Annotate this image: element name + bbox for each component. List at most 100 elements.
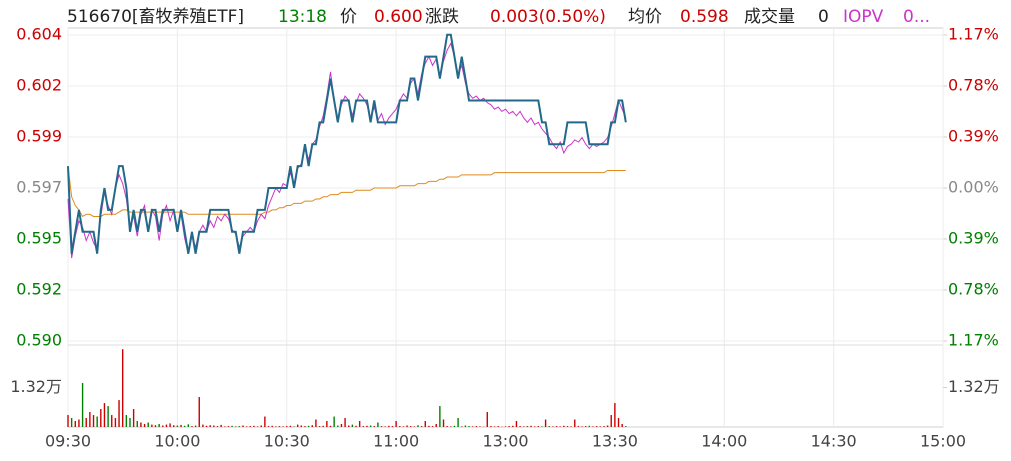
y-tick-label: 0.590 [16, 331, 62, 350]
volume-bar [205, 425, 208, 427]
volume-bar [603, 426, 605, 427]
volume-bar [304, 426, 306, 427]
volume-bar [100, 409, 102, 427]
y2-tick-label: 0.78% [948, 280, 999, 299]
avg-label: 均价 [628, 7, 662, 27]
volume-bar [461, 426, 463, 427]
volume-bar [424, 421, 426, 427]
volume-bar [111, 415, 113, 427]
volume-bar [577, 426, 580, 427]
volume-bar [610, 415, 612, 427]
volume-bar [107, 406, 109, 427]
volume-bar [151, 424, 153, 427]
code-name: 516670[畜牧养殖ETF] [67, 7, 244, 27]
volume-bar [329, 425, 332, 427]
volume-bar [165, 424, 168, 427]
volume-bar [515, 421, 518, 427]
y2-tick-label: 1.17% [948, 25, 999, 44]
volume-bar [286, 426, 288, 427]
volume-bar [559, 426, 561, 427]
change-label: 涨跌 [425, 7, 459, 27]
volume-bar [289, 425, 292, 427]
volume-bar [471, 426, 474, 427]
volume-bar [322, 425, 324, 427]
volume-bar [380, 426, 383, 427]
volume-bar [78, 419, 80, 427]
volume-bar [326, 421, 328, 427]
series-line [67, 42, 627, 259]
volume-bar [377, 422, 379, 427]
volume-tick-label: 1.32万 [10, 377, 62, 396]
volume-bar [552, 426, 554, 427]
x-tick-label: 14:00 [701, 432, 747, 451]
x-tick-label: 11:00 [373, 432, 419, 451]
avg: 0.598 [680, 7, 729, 27]
volume-bar [512, 425, 514, 427]
volume-bar [464, 425, 467, 427]
volume-bar [121, 349, 124, 427]
volume-bar [318, 426, 321, 427]
volume-bar [479, 426, 481, 427]
volume-bar [183, 425, 186, 427]
volume-bar [114, 418, 117, 427]
volume-bar [348, 425, 350, 427]
y-tick-label: 0.592 [16, 280, 62, 299]
volume-bar [70, 418, 73, 427]
volume-bar [450, 426, 452, 427]
volume-bar [625, 426, 627, 427]
volume-bar [391, 426, 394, 427]
volume-bar [198, 397, 200, 427]
volume-bar [410, 426, 412, 427]
iopv-label: IOPV [843, 7, 884, 27]
volume-bar [96, 416, 98, 427]
volume-bar [435, 424, 437, 427]
volume-bar [118, 400, 120, 427]
volume-bar [555, 426, 558, 427]
volume-bar [366, 425, 368, 427]
volume-bar [457, 418, 459, 427]
volume-bar [592, 426, 594, 427]
volume-bar [351, 424, 354, 427]
volume-bar [260, 425, 262, 427]
volume-bar [493, 426, 496, 427]
volume-bar [158, 424, 160, 427]
volume-bar [235, 426, 237, 427]
volume-bar [74, 421, 76, 427]
volume-bar [585, 426, 587, 427]
x-tick-label: 10:00 [154, 432, 200, 451]
volume-bar [574, 419, 576, 427]
volume-bar [245, 426, 248, 427]
volume-bar [187, 424, 190, 427]
volume-bar [526, 426, 529, 427]
volume-bar [333, 416, 335, 427]
volume-bar [369, 425, 372, 427]
volume-bar [355, 425, 357, 427]
volume-bar [154, 425, 157, 427]
volume-bar [125, 415, 128, 427]
volume-bar [373, 426, 375, 427]
volume-bar [417, 425, 419, 427]
volume-bar [617, 418, 620, 427]
volume-bar [428, 425, 430, 427]
volume-bar [504, 426, 507, 427]
volume-bar [475, 426, 478, 427]
volume-bar [275, 426, 277, 427]
volume-bar [530, 425, 532, 427]
volume-bar [103, 403, 106, 427]
series-line [67, 33, 627, 254]
volume-bar [129, 418, 131, 427]
volume-bar [231, 425, 233, 427]
volume-bar [595, 426, 598, 427]
volume-bar [614, 403, 616, 427]
series-line [67, 166, 626, 218]
volume-bar [147, 422, 149, 427]
volume-bar [439, 406, 441, 427]
y2-tick-label: 0.39% [948, 127, 999, 146]
volume-bar [599, 426, 601, 427]
volume-bar [227, 426, 230, 427]
y-tick-label: 0.604 [16, 25, 62, 44]
volume-label: 成交量 [744, 7, 795, 27]
x-tick-label: 13:30 [592, 432, 638, 451]
volume-bar [519, 426, 521, 427]
